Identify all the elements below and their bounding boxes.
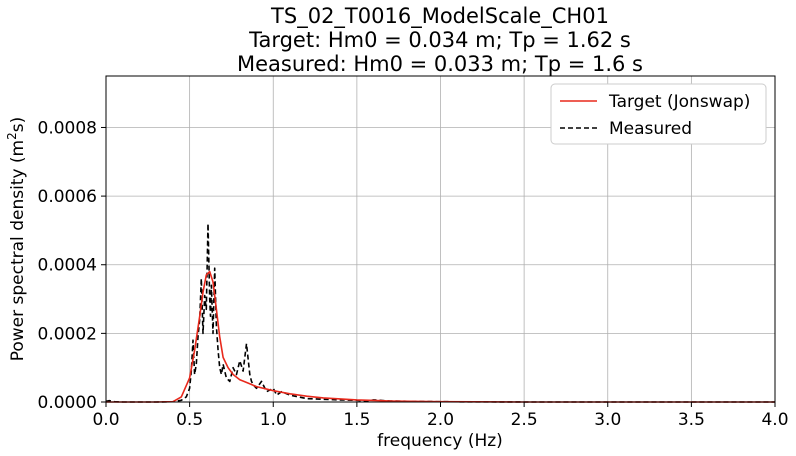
ticks: 0.0 0.5 1.0 1.5 2.0 2.5 3.0 3.5 4.0 0.0000 0.0002 0… [38,118,789,430]
y-tick-label: 0.0002 [38,324,97,344]
x-tick-label: 0.0 [92,410,119,430]
y-tick-label: 0.0000 [38,393,97,413]
y-tick-label: 0.0008 [38,118,97,138]
y-tick-label: 0.0006 [38,187,97,207]
y-axis-label-sup: 2 [5,132,19,140]
x-tick-label: 1.0 [260,410,287,430]
y-tick-label: 0.0004 [38,256,97,276]
chart-title-line-3: Measured: Hm0 = 0.033 m; Tp = 1.6 s [236,52,643,76]
x-tick-label: 2.0 [427,410,454,430]
chart-title-line-2: Target: Hm0 = 0.034 m; Tp = 1.62 s [249,28,631,52]
x-tick-label: 3.0 [594,410,621,430]
legend: Target (Jonswap) Measured [550,83,767,145]
y-axis-label-main: Power spectral density (m [8,140,28,361]
x-tick-label: 0.5 [176,410,203,430]
legend-box [550,83,767,145]
chart-title-line-1: TS_02_T0016_ModelScale_CH01 [271,4,609,28]
x-axis-label: frequency (Hz) [377,431,503,451]
legend-label-target: Target (Jonswap) [608,92,750,112]
legend-label-measured: Measured [609,119,692,139]
x-tick-label: 3.5 [678,410,705,430]
x-tick-label: 4.0 [761,410,788,430]
x-tick-label: 1.5 [343,410,370,430]
y-axis-label: Power spectral density (m2s) [5,117,28,362]
series-line-target [106,270,775,403]
y-axis-label-end: s) [8,117,28,133]
series-layer [105,222,775,403]
x-tick-label: 2.5 [511,410,538,430]
